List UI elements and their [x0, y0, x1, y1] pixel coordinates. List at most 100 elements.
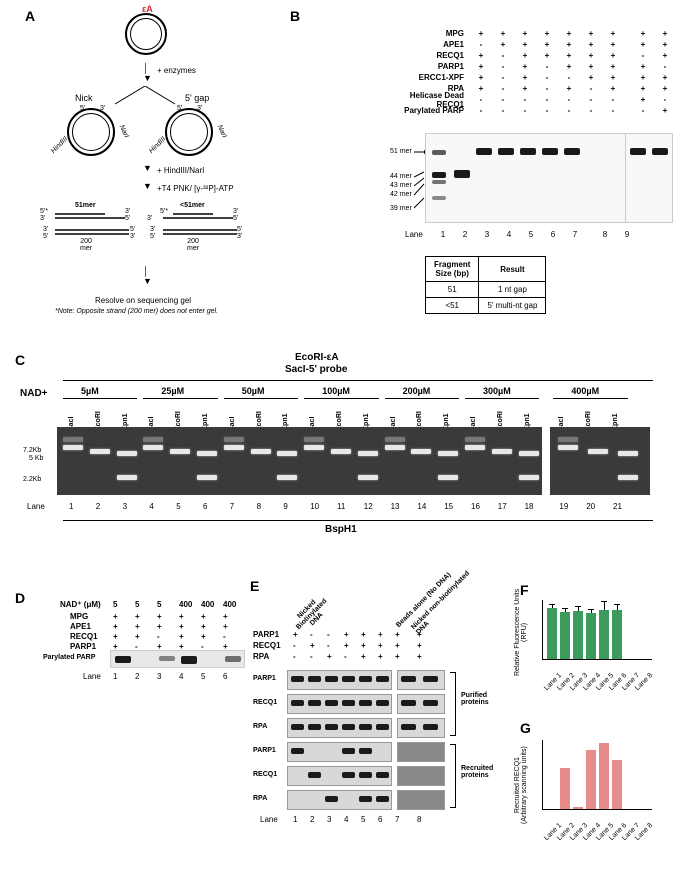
protein-label: RECQ1 — [380, 51, 470, 60]
bracket1 — [450, 672, 456, 736]
hindiii-2: HindIII — [148, 136, 167, 155]
lane-num: 3 — [476, 230, 498, 239]
a-f3-5b: 5' — [233, 215, 238, 222]
r2c2: 5' multi-nt gap — [479, 298, 546, 314]
pm-cell: + — [201, 622, 206, 631]
gel-band — [519, 475, 539, 480]
panel-f: Relative Fluorescence Units(RFU) Lane 1L… — [520, 590, 660, 700]
protein-label: PARP1 — [380, 62, 470, 71]
lane-num: 1 — [293, 815, 297, 824]
errorbar-cap — [614, 604, 620, 605]
row-label: RECQ1 — [253, 771, 277, 778]
protein-label: ERCC1-XPF — [380, 73, 470, 82]
hindiii-1: HindIII — [50, 136, 69, 155]
lane-num: 3 — [123, 502, 127, 511]
pm-cell: + — [361, 652, 366, 661]
band — [325, 724, 338, 730]
enzymes-label: + enzymes — [157, 66, 196, 75]
a-5-2: 5' — [177, 105, 182, 112]
pm-cell: + — [632, 84, 654, 93]
errorbar — [604, 601, 605, 609]
band — [630, 148, 646, 155]
a-f4-5: 5' — [150, 233, 155, 240]
pm-cell: - — [470, 106, 492, 115]
band — [359, 700, 372, 706]
c-title1: EcoRI-εA — [295, 352, 339, 363]
protein-label: APE1 — [380, 40, 470, 49]
pm-cell: + — [417, 641, 422, 650]
a-f1-5: 5'* — [40, 208, 48, 215]
gel-band — [492, 449, 512, 454]
a-f1-3b: 3' — [125, 208, 130, 215]
mer200-2: 200mer — [187, 238, 199, 252]
step2-label: + HindIII/NarI — [157, 166, 204, 175]
pm-cell: + — [470, 62, 492, 71]
pm-cell: + — [310, 641, 315, 650]
band — [325, 676, 338, 682]
f-ylabel: Relative Fluorescence Units(RFU) — [514, 589, 528, 676]
band — [342, 772, 355, 778]
lane-num: 9 — [616, 230, 638, 239]
lane-num: 19 — [559, 502, 568, 511]
gel-band — [618, 451, 638, 456]
lane-num: 3 — [327, 815, 331, 824]
th1: FragmentSize (bp) — [426, 257, 479, 282]
lane-num: 4 — [149, 502, 153, 511]
c-bracket-bot — [63, 520, 653, 521]
band — [376, 772, 389, 778]
pm-cell: - — [580, 95, 602, 104]
gel-band — [143, 437, 163, 442]
band — [308, 724, 321, 730]
conc-label: 400µM — [571, 386, 599, 396]
band — [652, 148, 668, 155]
pm-cell: + — [157, 622, 162, 631]
band — [359, 772, 372, 778]
pm-cell: + — [378, 652, 383, 661]
mer200-1: 200mer — [80, 238, 92, 252]
pm-cell: + — [201, 612, 206, 621]
a-f3-5: 5'* — [160, 208, 168, 215]
lane-num: 20 — [586, 502, 595, 511]
pm-cell: + — [135, 612, 140, 621]
pm-cell: + — [632, 40, 654, 49]
lane-num: 8 — [257, 502, 261, 511]
panel-d: NAD⁺ (μM) 555400400400MPG++++++APE1+++++… — [15, 580, 245, 700]
pm-cell: + — [632, 62, 654, 71]
bar — [612, 760, 622, 809]
protein-label: Parylated PARP — [380, 106, 470, 115]
band — [342, 748, 355, 754]
conc-bracket — [553, 398, 627, 399]
nad-val: 5 — [113, 600, 117, 609]
pm-cell: - — [293, 641, 296, 650]
gel-band — [438, 475, 458, 480]
a-3-2: 3' — [197, 105, 202, 112]
band — [291, 748, 304, 754]
d-nad-label: NAD⁺ (μM) — [60, 600, 101, 609]
protein-label: MPG — [70, 612, 88, 621]
errorbar-cap — [588, 609, 594, 610]
pm-cell: - — [558, 95, 580, 104]
pm-cell: + — [602, 73, 624, 82]
branch-lines — [105, 86, 185, 106]
gel-row — [397, 742, 445, 762]
lane-num: 2 — [310, 815, 314, 824]
lane-num: 3 — [157, 672, 161, 681]
pm-cell: - — [223, 632, 226, 641]
bar — [547, 608, 557, 659]
pm-cell: + — [632, 29, 654, 38]
step3-label: +T4 PNK/ [γ-³²P]-ATP — [157, 184, 234, 193]
pm-cell: + — [113, 612, 118, 621]
protein-label: PARP1 — [253, 630, 279, 639]
pm-cell: - — [580, 84, 602, 93]
band — [181, 656, 197, 664]
conc-label: 100µM — [322, 386, 350, 396]
pm-cell: + — [179, 622, 184, 631]
conc-bracket — [304, 398, 378, 399]
pm-cell: - — [327, 630, 330, 639]
band — [564, 148, 580, 155]
band — [359, 796, 372, 802]
gel-band — [411, 449, 431, 454]
pm-cell: + — [602, 62, 624, 71]
gel-band — [438, 451, 458, 456]
pm-cell: + — [536, 51, 558, 60]
